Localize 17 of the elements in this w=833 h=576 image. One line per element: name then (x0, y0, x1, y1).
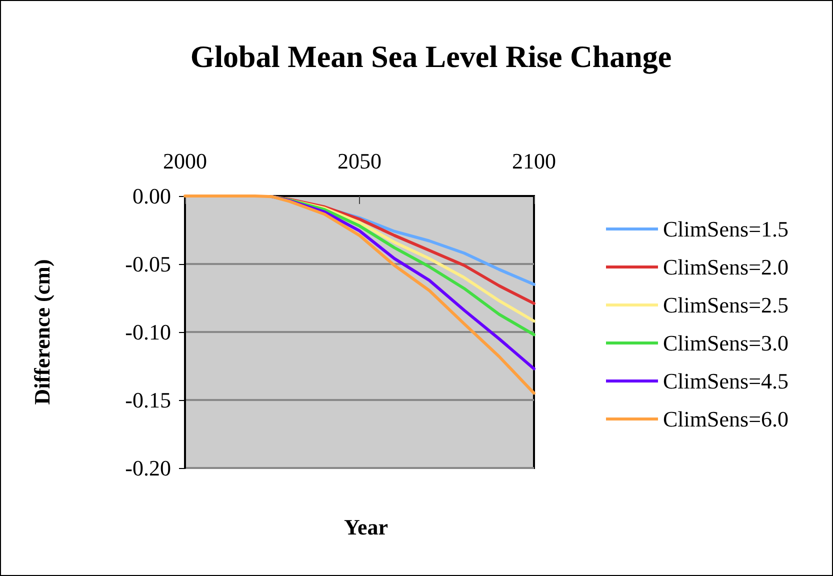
y-axis-title: Difference (cm) (30, 259, 54, 405)
legend-label: ClimSens=2.0 (663, 254, 788, 280)
y-tick-label: -0.10 (125, 320, 171, 344)
legend-label: ClimSens=1.5 (663, 216, 788, 242)
x-tick-label: 2100 (512, 148, 556, 174)
chart-title: Global Mean Sea Level Rise Change (190, 39, 672, 74)
y-tick-label: -0.15 (125, 388, 171, 412)
legend-label: ClimSens=2.5 (663, 292, 788, 318)
x-axis-title: Year (344, 514, 388, 540)
legend-label: ClimSens=6.0 (663, 406, 788, 432)
x-tick-label: 2000 (163, 148, 207, 174)
legend-label: ClimSens=4.5 (663, 368, 788, 394)
y-tick-label: -0.05 (125, 252, 171, 276)
legend-label: ClimSens=3.0 (663, 330, 788, 356)
y-tick-label: -0.20 (125, 456, 171, 480)
x-tick-label: 2050 (338, 148, 382, 174)
y-tick-label: 0.00 (132, 184, 171, 208)
